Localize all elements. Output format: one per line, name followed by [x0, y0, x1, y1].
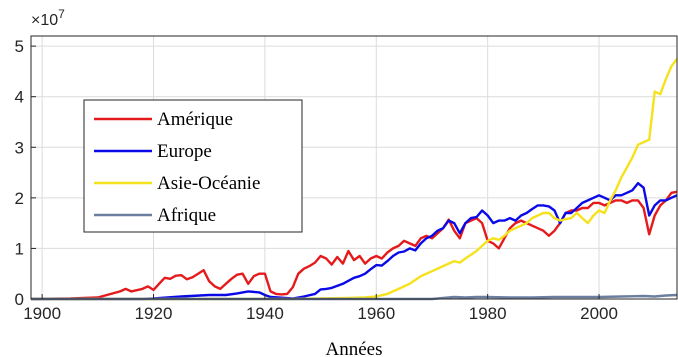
legend-label: Afrique: [157, 205, 216, 226]
x-tick-label: 1960: [357, 304, 395, 323]
axes-box: [30, 35, 678, 300]
series-line-Europe: [31, 181, 678, 301]
x-axis-label: Années: [326, 339, 383, 357]
legend: Amérique Europe Asie-Océanie Afrique: [83, 99, 303, 233]
legend-label: Asie-Océanie: [157, 173, 260, 194]
series-line-Afrique: [31, 293, 678, 301]
x-ticks: 1900 1920 1940 1960 1980 2000: [23, 294, 618, 323]
y-tick-label: 3: [15, 138, 24, 157]
series-line-Asie-Océanie: [31, 58, 678, 301]
x-tick-label: 1920: [135, 304, 173, 323]
series-line-Amérique: [30, 190, 678, 301]
x-tick-label: 1980: [469, 304, 507, 323]
legend-box: [83, 99, 303, 233]
y-tick-label: 4: [15, 88, 24, 107]
x-tick-label: 1940: [246, 304, 284, 323]
x-tick-label: 2000: [580, 304, 618, 323]
y-exponent-label: ×107: [31, 7, 65, 29]
series-lines: [30, 58, 678, 301]
y-tick-label: 0: [15, 290, 24, 309]
legend-label: Amérique: [157, 109, 233, 130]
legend-label: Europe: [157, 141, 212, 162]
y-tick-label: 5: [15, 37, 24, 56]
y-tick-label: 1: [15, 239, 24, 258]
y-tick-label: 2: [15, 189, 24, 208]
x-tick-label: 1900: [23, 304, 61, 323]
y-ticks: 0 1 2 3 4 5: [15, 37, 36, 309]
